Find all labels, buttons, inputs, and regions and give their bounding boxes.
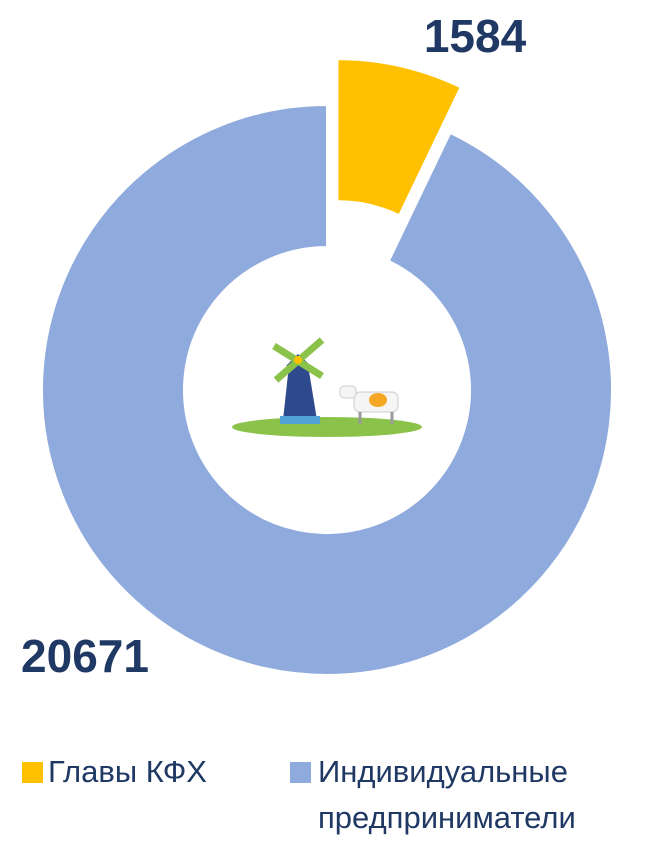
chart: 1584 20671	[21, 10, 613, 682]
slices	[41, 58, 613, 676]
legend-label: Главы КФХ	[48, 754, 207, 789]
windmill-hub	[294, 356, 302, 364]
value-label: 20671	[21, 630, 149, 682]
cow-head	[339, 385, 357, 399]
farm-icon	[232, 337, 422, 437]
legend-swatch	[22, 762, 43, 783]
grass	[232, 417, 422, 437]
windmill-tower	[283, 365, 317, 420]
legend-swatch	[290, 762, 311, 783]
windmill-base	[280, 416, 320, 424]
value-label: 1584	[424, 10, 527, 62]
donut-slice	[41, 103, 613, 676]
cow-spot	[369, 393, 387, 407]
donut-slice	[336, 58, 463, 217]
legend-label: Индивидуальные предприниматели	[318, 754, 576, 835]
